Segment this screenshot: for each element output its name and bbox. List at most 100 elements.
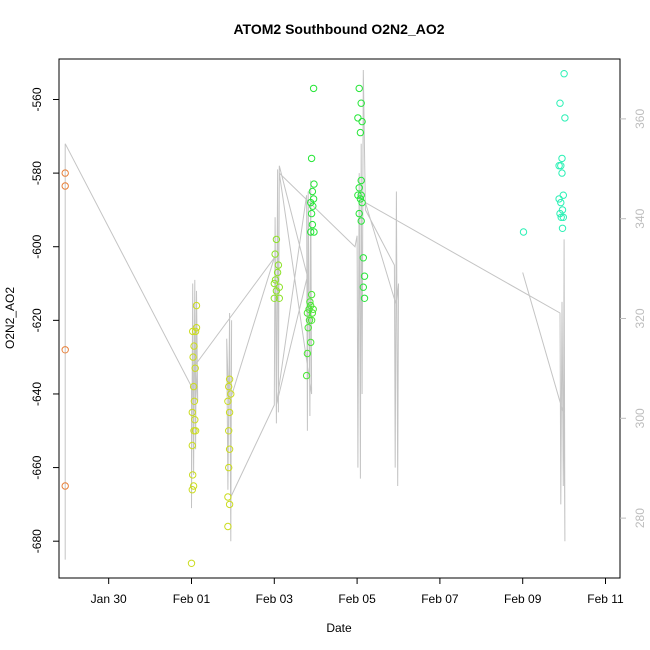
data-point [560,70,568,78]
data-point [306,298,314,306]
data-point [555,195,563,203]
data-point [356,128,365,137]
data-point [557,198,565,207]
data-point [355,209,363,218]
data-point [61,482,69,490]
data-point [307,198,315,207]
data-point [190,342,198,350]
data-point [189,353,197,361]
y-right-tick-label: 360 [633,109,647,129]
x-tick-label: Feb 03 [256,592,294,606]
y-axis-label: O2N2_AO2 [3,287,17,349]
data-point [354,114,362,122]
series-3 [302,290,317,380]
y-tick-label: -620 [30,308,44,332]
data-point [309,305,317,313]
trace-line [64,69,566,560]
y-right-tick-label: 340 [633,208,647,228]
data-point [357,217,365,225]
data-point [192,301,201,310]
data-point [303,309,312,317]
data-point [188,441,197,450]
data-point [307,209,316,218]
x-tick-label: Feb 11 [587,592,624,606]
y-tick-label: -660 [30,455,44,479]
x-tick-label: Feb 05 [338,592,376,606]
data-point [61,169,69,177]
data-point [190,397,199,405]
data-point [307,301,315,310]
data-point [360,294,369,302]
data-point [558,154,566,163]
x-axis-label: Date [326,621,352,635]
data-point [358,198,366,207]
data-point [191,327,200,336]
data-point [357,191,365,199]
data-point [310,228,318,236]
data-point [273,268,282,277]
data-point [304,324,312,332]
data-point [557,162,565,170]
x-axis: Jan 30 Feb 01 Feb 03 Feb 05 Feb 07 Feb 09 Feb … [91,578,624,606]
x-tick-label: Feb 07 [421,592,459,606]
data-point [302,371,311,380]
y-axis-right: 280 300 320 340 360 [620,109,647,528]
data-point [187,559,196,567]
data-point [192,324,201,332]
data-point [188,408,197,417]
data-point [359,254,367,262]
points-layer [61,70,569,567]
y-tick-label: -680 [30,529,44,553]
series-2 [270,235,283,302]
data-point [307,228,315,236]
data-point [308,309,317,317]
data-point [61,182,69,190]
y-tick-label: -580 [30,161,44,185]
data-point [191,416,199,424]
data-point [305,316,314,324]
y-tick-label: -560 [30,87,44,111]
data-point [356,195,365,203]
data-point [556,99,564,107]
data-point [309,84,318,93]
data-point [225,382,233,391]
data-point [558,169,566,177]
data-point [225,500,234,509]
data-point [558,224,567,233]
data-point [355,84,363,93]
y-axis-left: -560 -580 -600 -620 -640 -660 -680 [30,87,59,553]
data-point [557,213,565,222]
data-point [188,486,197,494]
series-5 [519,70,569,236]
data-point [307,154,316,163]
data-point [310,180,318,188]
data-point [191,427,200,435]
data-point [355,184,363,192]
data-point [271,276,280,284]
y-right-tick-label: 320 [633,308,647,328]
data-point [303,349,312,358]
data-point [225,427,233,435]
data-point [272,287,281,295]
data-point [354,191,362,199]
x-tick-label: Feb 01 [173,592,211,606]
data-point [308,187,317,196]
data-point [357,99,365,107]
x-tick-label: Feb 09 [504,592,542,606]
series-1 [187,301,235,567]
data-point [275,294,283,302]
data-point [358,117,366,126]
data-point [225,375,234,383]
data-point [307,290,316,299]
y-tick-label: -600 [30,234,44,258]
data-point [359,283,367,291]
data-point [270,294,278,302]
data-point [191,364,199,372]
data-point [559,213,567,222]
data-point [271,250,279,258]
trace-layer [64,69,566,560]
data-point [360,272,369,280]
data-point [189,327,197,336]
data-point [519,228,528,236]
